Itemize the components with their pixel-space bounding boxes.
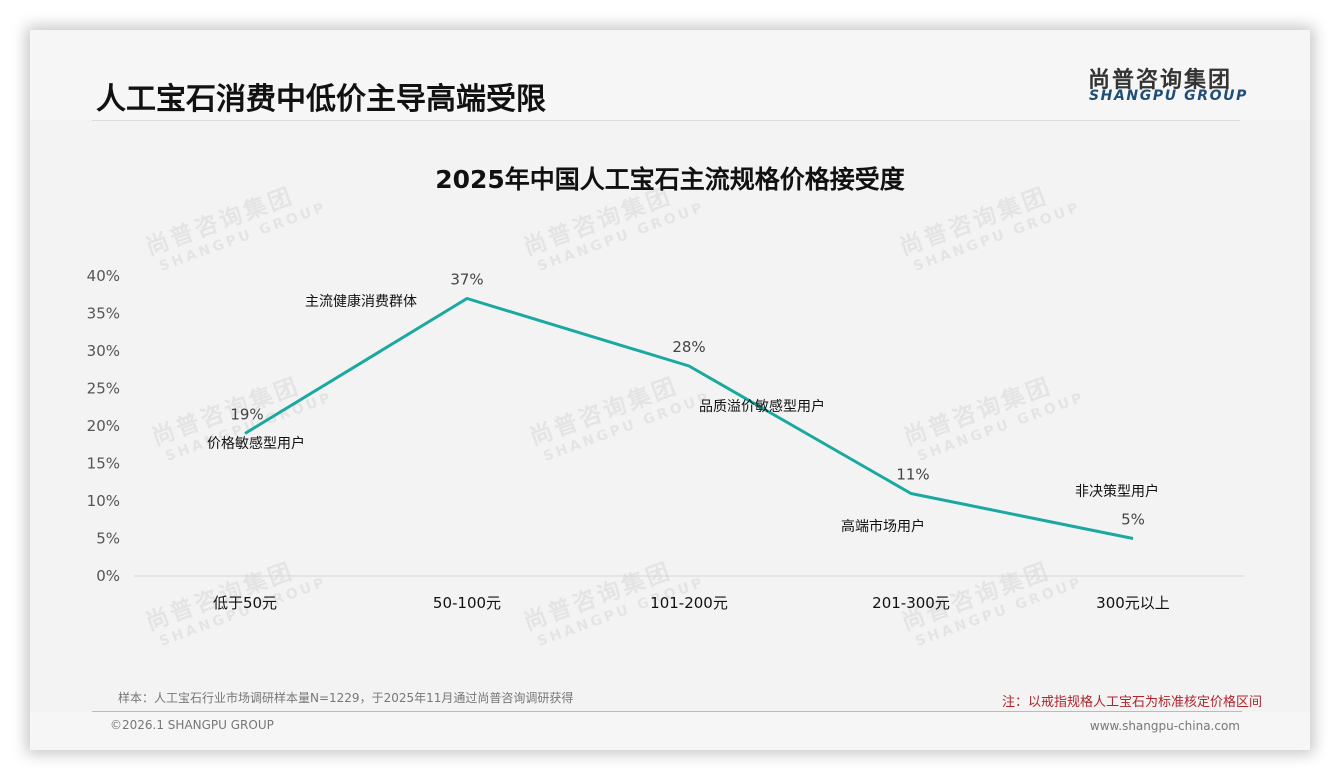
page-title: 人工宝石消费中低价主导高端受限 [96,82,546,117]
footer-divider [92,711,1242,712]
segment-annotation: 品质溢价敏感型用户 [699,398,825,415]
x-tick-label: 201-300元 [872,594,950,612]
data-value-label: 5% [1121,511,1145,529]
x-tick-label: 101-200元 [650,594,728,612]
y-tick-label: 20% [87,417,120,435]
y-tick-label: 25% [87,380,120,398]
x-tick-label: 50-100元 [433,594,501,612]
segment-annotation: 主流健康消费群体 [305,293,417,310]
source-note: 样本：人工宝石行业市场调研样本量N=1229，于2025年11月通过尚普咨询调研… [118,691,574,705]
value-labels: 19% 37% 28% 11% 5% [230,271,1145,529]
y-tick-label: 30% [87,342,120,360]
x-tick-label: 低于50元 [213,594,277,612]
y-tick-label: 15% [87,455,120,473]
data-value-label: 11% [896,466,929,484]
segment-annotation: 高端市场用户 [841,518,925,535]
logo-chinese: 尚普咨询集团 [1088,68,1233,93]
data-value-label: 19% [230,406,263,424]
slide: 人工宝石消费中低价主导高端受限 尚普咨询集团 SHANGPU GROUP 202… [30,30,1310,750]
website-link: www.shangpu-china.com [1089,719,1240,733]
y-axis-ticks: 0% 5% 10% 15% 20% 25% 30% 35% 40% [87,267,120,585]
series-line [244,297,1134,540]
line-chart: 0% 5% 10% 15% 20% 25% 30% 35% 40% 低于50元 50-100元 10… [87,267,1244,612]
header-band [30,30,1310,120]
footer-band [30,712,1310,750]
x-axis-ticks: 低于50元 50-100元 101-200元 201-300元 300元以上 [213,594,1170,612]
copyright: ©2026.1 SHANGPU GROUP [110,718,274,732]
data-value-label: 37% [450,271,483,289]
y-tick-label: 40% [87,267,120,285]
y-tick-label: 10% [87,492,120,510]
y-tick-label: 35% [87,305,120,323]
y-tick-label: 0% [96,567,120,585]
data-value-label: 28% [672,338,705,356]
y-tick-label: 5% [96,530,120,548]
footnote-red: 注：以戒指规格人工宝石为标准核定价格区间 [1001,695,1262,710]
segment-annotation: 价格敏感型用户 [207,435,305,452]
chart-title: 2025年中国人工宝石主流规格价格接受度 [435,165,905,194]
header-divider [92,120,1240,121]
logo-english: SHANGPU GROUP [1089,88,1248,104]
segment-annotation: 非决策型用户 [1075,483,1159,500]
x-tick-label: 300元以上 [1096,594,1170,612]
